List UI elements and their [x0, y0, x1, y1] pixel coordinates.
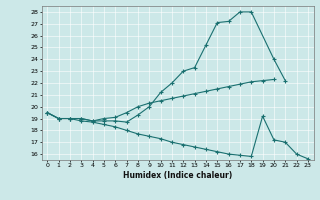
X-axis label: Humidex (Indice chaleur): Humidex (Indice chaleur): [123, 171, 232, 180]
